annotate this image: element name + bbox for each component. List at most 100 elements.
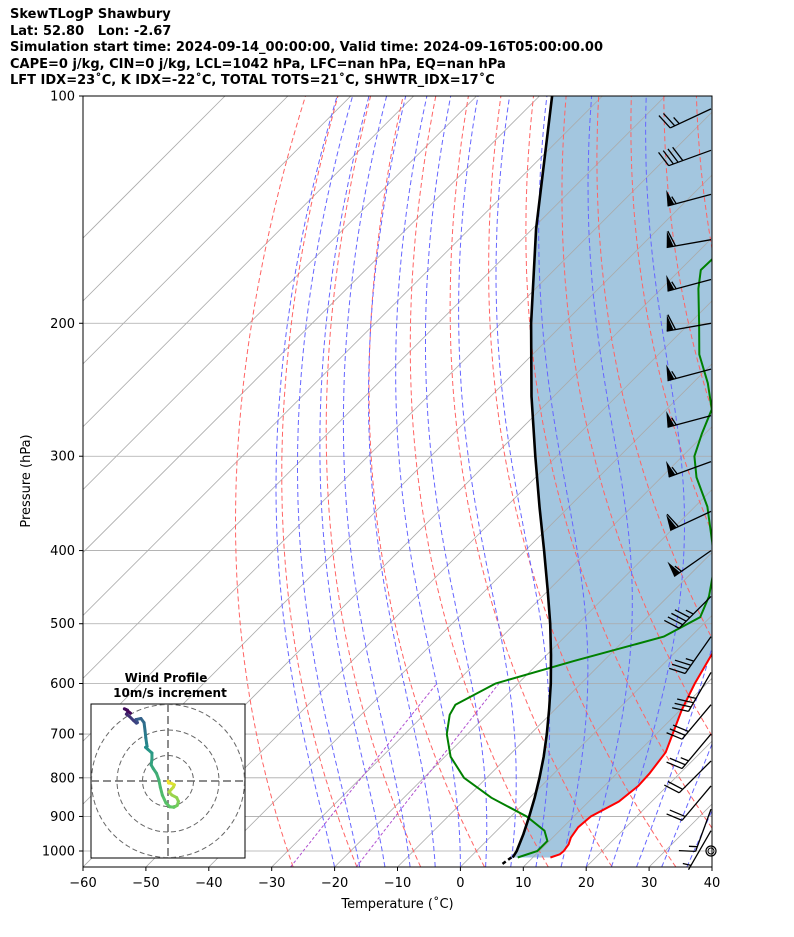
moist-adiabat bbox=[686, 809, 712, 867]
isotherm bbox=[83, 111, 712, 742]
wind-barb bbox=[672, 672, 712, 713]
barb-staff bbox=[681, 704, 712, 740]
hodograph-title: Wind Profile bbox=[125, 671, 208, 685]
x-tick-label: 20 bbox=[578, 876, 595, 891]
moist-adiabat bbox=[610, 96, 685, 867]
barb-flag bbox=[672, 724, 689, 733]
dry-adiabat bbox=[525, 96, 712, 830]
dry-adiabat bbox=[762, 96, 794, 867]
barb-half-flag bbox=[671, 370, 677, 379]
dry-adiabat bbox=[281, 96, 358, 867]
barb-flag bbox=[667, 314, 677, 330]
barb-flag bbox=[669, 667, 686, 675]
barb-flag bbox=[662, 150, 674, 165]
isotherm bbox=[83, 96, 226, 239]
dry-adiabat bbox=[596, 96, 712, 640]
wind-barb bbox=[666, 704, 712, 740]
barb-half-flag bbox=[671, 196, 677, 205]
dry-adiabat bbox=[235, 96, 306, 867]
barb-flag bbox=[666, 513, 679, 528]
barb-pennant bbox=[666, 411, 675, 428]
barb-flag bbox=[669, 728, 686, 736]
barb-flag bbox=[666, 813, 683, 821]
wind-barb bbox=[666, 364, 712, 382]
moist-adiabat bbox=[636, 645, 712, 867]
x-tick-label: 0 bbox=[456, 876, 464, 891]
isotherm bbox=[523, 677, 712, 867]
x-tick-label: −50 bbox=[132, 876, 159, 891]
barb-pennant bbox=[666, 231, 674, 248]
barb-flag bbox=[664, 619, 680, 629]
barb-staff bbox=[666, 322, 712, 332]
barb-staff bbox=[668, 460, 712, 478]
barb-staff bbox=[667, 414, 712, 428]
wind-barb bbox=[666, 411, 712, 428]
y-tick-label: 700 bbox=[50, 728, 75, 743]
moist-adiabat bbox=[395, 96, 461, 867]
y-tick-label: 200 bbox=[50, 317, 75, 332]
cape-cin-shading bbox=[512, 96, 712, 858]
hodograph-segment bbox=[124, 707, 133, 715]
dry-adiabat bbox=[368, 96, 485, 867]
x-tick-label: −40 bbox=[195, 876, 222, 891]
barb-flag bbox=[678, 849, 696, 853]
barb-pennant bbox=[666, 514, 677, 531]
barb-flag bbox=[674, 609, 691, 619]
wind-barb bbox=[666, 510, 712, 532]
isotherm bbox=[83, 96, 289, 302]
moist-adiabat bbox=[275, 96, 338, 867]
wind-barb bbox=[666, 785, 712, 821]
barb-flag bbox=[671, 612, 687, 622]
barb-flag bbox=[677, 698, 694, 704]
moist-adiabat bbox=[425, 96, 488, 867]
isotherm bbox=[83, 96, 352, 365]
isotherm bbox=[711, 866, 712, 867]
barb-flag bbox=[667, 616, 684, 626]
hodograph-ring bbox=[91, 704, 245, 858]
x-tick-label: 30 bbox=[641, 876, 658, 891]
chart-title: SkewTLogP Shawbury bbox=[10, 7, 171, 22]
y-tick-label: 500 bbox=[50, 617, 75, 632]
stability-indices: LFT IDX=23˚C, K IDX=-22˚C, TOTAL TOTS=21… bbox=[10, 73, 495, 88]
wind-barb bbox=[667, 550, 712, 577]
isotherm bbox=[83, 96, 540, 554]
y-axis-label: Pressure (hPa) bbox=[19, 434, 34, 527]
isotherm bbox=[271, 426, 712, 867]
moist-adiabat bbox=[585, 96, 633, 867]
station-location: Lat: 52.80 Lon: -2.67 bbox=[10, 23, 172, 39]
barb-flag bbox=[667, 230, 677, 247]
barb-flag bbox=[666, 732, 683, 740]
x-axis-label: Temperature (˚C) bbox=[340, 896, 453, 912]
dry-adiabat bbox=[729, 96, 794, 867]
moist-adiabat bbox=[495, 96, 551, 867]
wind-barbs bbox=[658, 108, 717, 870]
barb-staff bbox=[669, 108, 712, 129]
y-tick-label: 300 bbox=[50, 450, 75, 465]
isotherm bbox=[145, 300, 712, 867]
wind-barb bbox=[658, 146, 712, 167]
dry-adiabat bbox=[488, 96, 677, 867]
moist-adiabat bbox=[342, 96, 411, 867]
barb-staff bbox=[667, 278, 712, 292]
wind-barb bbox=[658, 108, 712, 129]
barb-flag bbox=[669, 809, 686, 818]
y-tick-label: 900 bbox=[50, 810, 75, 825]
barb-flag bbox=[666, 761, 683, 770]
wind-barb bbox=[669, 636, 712, 675]
chart-header: SkewTLogP Shawbury Lat: 52.80 Lon: -2.67… bbox=[10, 7, 603, 90]
barb-flag bbox=[671, 663, 689, 670]
barb-staff bbox=[681, 733, 712, 769]
hodograph-subtitle: 10m/s increment bbox=[113, 686, 227, 700]
barb-half-flag bbox=[685, 609, 694, 615]
isotherm bbox=[334, 489, 712, 867]
isotherm bbox=[83, 96, 603, 616]
x-tick-label: −60 bbox=[69, 876, 96, 891]
wind-barb bbox=[682, 830, 712, 870]
wind-barb bbox=[678, 808, 712, 853]
barb-staff bbox=[684, 636, 712, 674]
wind-barb bbox=[666, 274, 712, 292]
wind-barb bbox=[666, 314, 712, 332]
barb-half-flag bbox=[671, 466, 678, 475]
barb-staff bbox=[667, 193, 712, 207]
